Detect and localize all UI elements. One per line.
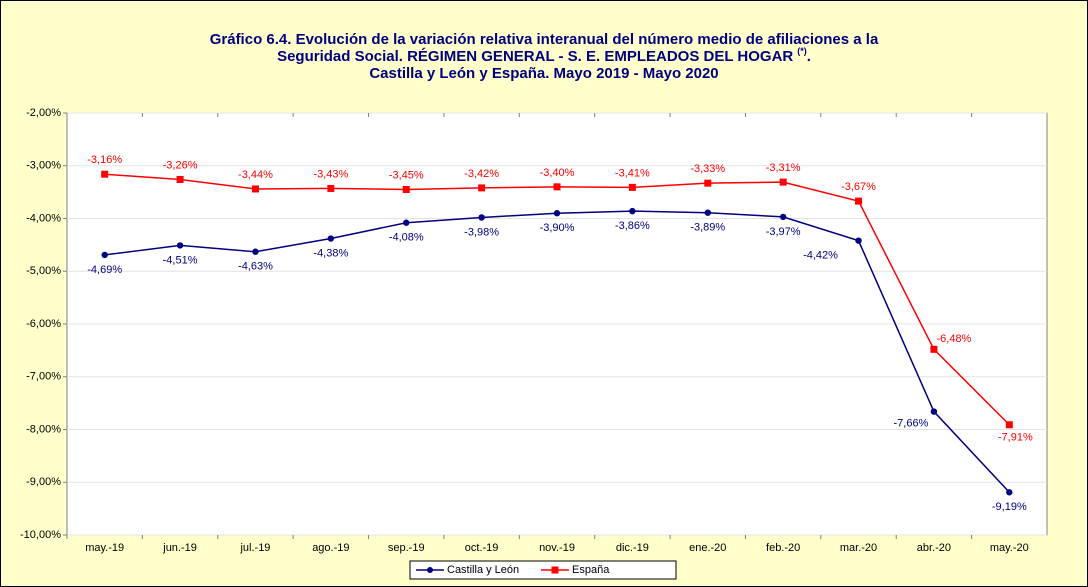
value-label: -3,86% <box>615 220 650 232</box>
marker <box>176 175 184 183</box>
title-part: (*) <box>797 46 807 56</box>
marker <box>176 242 184 249</box>
x-tick-label: nov.-19 <box>539 542 575 554</box>
chart-title: Gráfico 6.4. Evolución de la variación r… <box>210 31 879 48</box>
marker <box>478 214 485 221</box>
marker <box>403 219 410 226</box>
y-tick-label: -7,00% <box>26 371 61 383</box>
value-label: -3,33% <box>690 163 725 175</box>
marker <box>101 170 109 178</box>
marker <box>478 184 486 192</box>
y-tick-label: -4,00% <box>26 212 61 224</box>
marker <box>252 248 259 255</box>
value-label: -4,38% <box>313 247 348 259</box>
y-tick-label: -6,00% <box>26 318 61 330</box>
y-tick-label: -2,00% <box>26 107 61 119</box>
x-tick-label: jun.-19 <box>162 542 197 554</box>
x-tick-label: feb.-20 <box>766 542 800 554</box>
value-label: -3,16% <box>87 154 122 166</box>
marker <box>101 251 108 259</box>
x-tick-label: may.-19 <box>85 542 124 554</box>
marker <box>402 185 410 193</box>
value-label: -4,69% <box>87 264 122 276</box>
x-tick-label: dic.-19 <box>616 542 649 554</box>
marker <box>779 178 787 186</box>
marker <box>704 209 711 216</box>
x-tick-label: jul.-19 <box>239 542 270 554</box>
value-label: -3,45% <box>389 169 424 181</box>
marker <box>704 179 712 187</box>
value-label: -9,19% <box>992 501 1027 513</box>
marker <box>930 345 938 353</box>
y-tick-label: -3,00% <box>26 160 61 172</box>
marker <box>327 184 335 192</box>
value-label: -3,41% <box>615 167 650 179</box>
x-tick-label: ago.-19 <box>312 542 349 554</box>
value-label: -4,51% <box>163 254 198 266</box>
value-label: -3,42% <box>464 168 499 180</box>
chart-title: Castilla y León y España. Mayo 2019 - Ma… <box>369 65 718 82</box>
marker <box>930 408 938 415</box>
value-label: -7,91% <box>998 432 1033 444</box>
value-label: -3,43% <box>313 168 348 180</box>
value-label: -4,42% <box>803 250 838 262</box>
x-tick-label: mar.-20 <box>840 542 877 554</box>
marker <box>779 213 787 221</box>
marker <box>553 183 561 191</box>
y-tick-label: -5,00% <box>26 265 61 277</box>
x-tick-label: sep.-19 <box>388 542 425 554</box>
marker <box>855 237 862 244</box>
marker <box>1006 489 1013 496</box>
marker <box>855 197 863 205</box>
value-label: -3,40% <box>540 167 575 179</box>
title-part: Seguridad Social. RÉGIMEN GENERAL - S. E… <box>277 48 793 65</box>
y-tick-label: -10,00% <box>20 529 61 541</box>
marker <box>327 235 335 242</box>
x-tick-label: oct.-19 <box>465 542 499 554</box>
y-tick-label: -8,00% <box>26 423 61 435</box>
x-tick-label: may.-20 <box>990 542 1029 554</box>
value-label: -7,66% <box>893 417 928 429</box>
title-part: . <box>807 48 811 65</box>
value-label: -3,89% <box>690 222 725 234</box>
marker <box>1005 421 1013 429</box>
marker <box>251 185 259 193</box>
value-label: -3,67% <box>841 181 876 193</box>
value-label: -3,44% <box>238 169 273 181</box>
legend-marker <box>551 566 559 574</box>
value-label: -4,08% <box>389 232 424 244</box>
x-tick-label: abr.-20 <box>917 542 951 554</box>
marker <box>628 183 636 191</box>
value-label: -3,90% <box>540 222 575 234</box>
chart-title: Seguridad Social. RÉGIMEN GENERAL - S. E… <box>277 46 811 65</box>
y-tick-label: -9,00% <box>26 476 61 488</box>
value-label: -6,48% <box>936 333 971 345</box>
marker <box>553 210 561 217</box>
marker <box>629 207 636 215</box>
value-label: -3,31% <box>766 162 801 174</box>
legend-label: España <box>572 564 610 576</box>
value-label: -3,26% <box>163 159 198 171</box>
legend-marker <box>427 567 433 573</box>
legend-label: Castilla y León <box>447 564 519 576</box>
value-label: -3,98% <box>464 226 499 238</box>
x-tick-label: ene.-20 <box>689 542 726 554</box>
value-label: -3,97% <box>766 226 801 238</box>
value-label: -4,63% <box>238 261 273 273</box>
